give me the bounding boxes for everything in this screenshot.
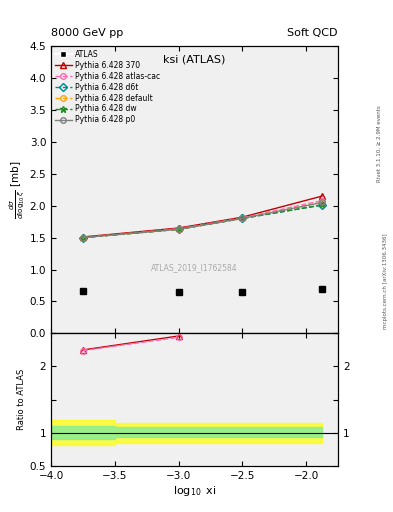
Y-axis label: Ratio to ATLAS: Ratio to ATLAS [17,369,26,430]
Text: mcplots.cern.ch [arXiv:1306.3436]: mcplots.cern.ch [arXiv:1306.3436] [383,234,387,329]
Legend: ATLAS, Pythia 6.428 370, Pythia 6.428 atlas-cac, Pythia 6.428 d6t, Pythia 6.428 : ATLAS, Pythia 6.428 370, Pythia 6.428 at… [53,48,162,126]
Text: ksi (ATLAS): ksi (ATLAS) [163,55,226,65]
Y-axis label: $\frac{d\sigma}{d\log_{10}\xi}$ [mb]: $\frac{d\sigma}{d\log_{10}\xi}$ [mb] [7,161,27,219]
Text: Rivet 3.1.10, ≥ 2.9M events: Rivet 3.1.10, ≥ 2.9M events [377,105,382,182]
Text: 8000 GeV pp: 8000 GeV pp [51,28,123,38]
X-axis label: $\log_{10}$ xi: $\log_{10}$ xi [173,483,216,498]
Text: ATLAS_2019_I1762584: ATLAS_2019_I1762584 [151,263,238,272]
Text: Soft QCD: Soft QCD [288,28,338,38]
